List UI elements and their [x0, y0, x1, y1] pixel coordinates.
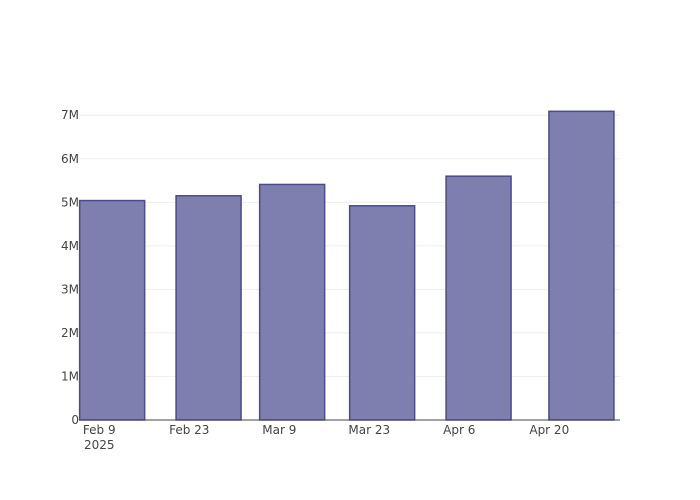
- y-tick-label: 2M: [61, 326, 79, 340]
- bar: [175, 195, 242, 421]
- y-tick-label: 0: [71, 413, 79, 427]
- bar: [348, 205, 416, 421]
- y-tick-label: 5M: [61, 195, 79, 209]
- bar: [258, 183, 326, 421]
- y-tick-label: 3M: [61, 282, 79, 296]
- x-tick-label: Mar 9: [262, 423, 296, 437]
- bar: [445, 175, 512, 421]
- x-tick-label: Apr 6: [443, 423, 475, 437]
- x-tick-label: Feb 9 2025: [83, 423, 116, 452]
- x-tick-label: Mar 23: [348, 423, 390, 437]
- y-tick-label: 6M: [61, 152, 79, 166]
- bar: [78, 199, 146, 421]
- y-tick-label: 4M: [61, 239, 79, 253]
- x-tick-label: Apr 20: [529, 423, 569, 437]
- x-tick-label: Feb 23: [169, 423, 209, 437]
- bar: [548, 110, 615, 421]
- y-tick-label: 7M: [61, 108, 79, 122]
- y-tick-label: 1M: [61, 369, 79, 383]
